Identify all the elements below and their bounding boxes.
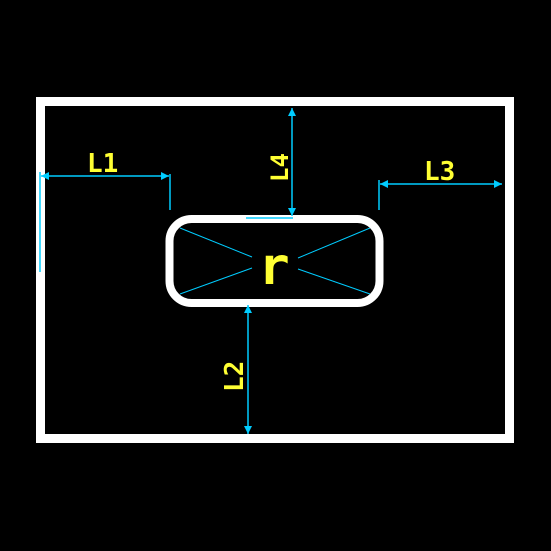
label-l1: L1 bbox=[87, 149, 118, 179]
slot-diagonal-b bbox=[297, 268, 371, 295]
label-l3: L3 bbox=[424, 157, 455, 187]
label-l4: L4 bbox=[266, 153, 294, 182]
dimension-l1 bbox=[39, 172, 171, 272]
slot-diagonals bbox=[179, 227, 371, 295]
slot-diagonal-d bbox=[297, 227, 371, 259]
dimension-l3 bbox=[378, 180, 502, 210]
dimension-l4 bbox=[246, 108, 296, 219]
slot-diagonal-c bbox=[179, 267, 253, 295]
slot-outline bbox=[165, 215, 384, 307]
label-l2: L2 bbox=[220, 361, 250, 392]
label-radius: r bbox=[258, 237, 289, 297]
slot-diagonal-a bbox=[179, 227, 253, 258]
